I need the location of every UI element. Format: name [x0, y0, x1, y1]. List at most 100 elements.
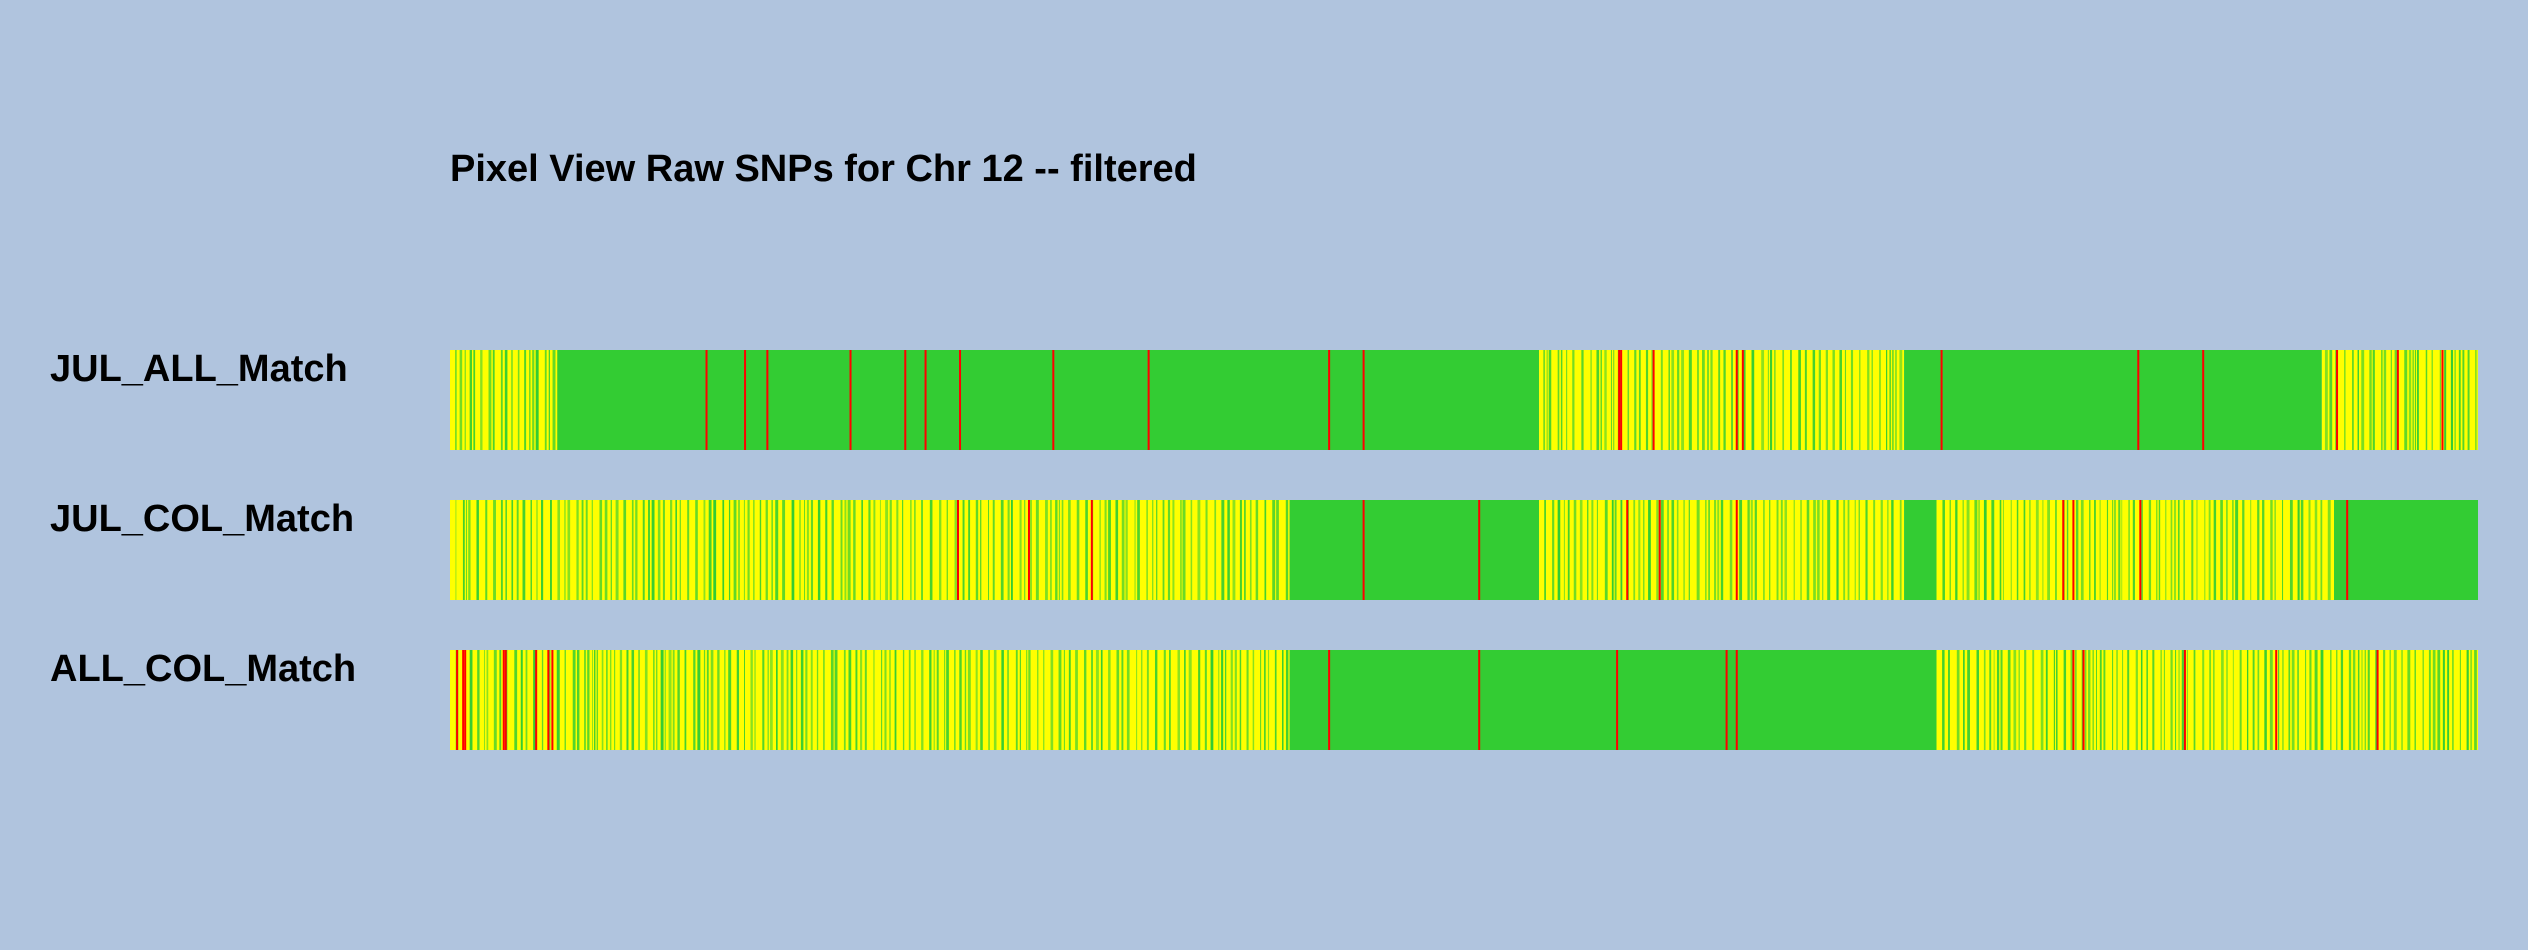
match-stripe — [744, 650, 745, 750]
match-stripe — [1642, 500, 1645, 600]
match-stripe — [992, 500, 995, 600]
match-stripe — [2053, 650, 2055, 750]
mismatch-mark — [1735, 650, 1738, 750]
match-stripe — [1244, 500, 1246, 600]
match-stripe — [2308, 500, 2311, 600]
match-stripe — [2282, 500, 2284, 600]
match-stripe — [469, 650, 473, 750]
match-stripe — [1035, 500, 1039, 600]
match-stripe — [2314, 500, 2318, 600]
match-stripe — [488, 350, 492, 450]
match-stripe — [754, 650, 756, 750]
match-stripe — [2324, 350, 2328, 450]
match-stripe — [473, 350, 476, 450]
match-stripe — [653, 650, 655, 750]
match-stripe — [1024, 500, 1026, 600]
match-stripe — [2447, 650, 2450, 750]
match-stripe — [1091, 650, 1093, 750]
match-stripe — [1050, 500, 1052, 600]
match-stripe — [1710, 350, 1713, 450]
match-stripe — [2252, 650, 2255, 750]
mismatch-mark — [2202, 350, 2205, 450]
match-stripe — [572, 650, 576, 750]
match-stripe — [1790, 350, 1792, 450]
mismatch-mark — [1090, 500, 1093, 600]
match-stripe — [2375, 650, 2378, 750]
match-stripe — [2016, 500, 2019, 600]
match-stripe — [552, 350, 556, 450]
mismatch-mark — [551, 650, 554, 750]
match-stripe — [525, 650, 528, 750]
match-stripe — [1156, 500, 1158, 600]
mixed-region — [450, 650, 1290, 750]
match-stripe — [2165, 500, 2167, 600]
match-stripe — [505, 500, 507, 600]
match-stripe — [708, 500, 712, 600]
mismatch-mark — [744, 350, 747, 450]
match-stripe — [770, 650, 773, 750]
match-stripe — [1754, 500, 1757, 600]
mismatch-mark — [1616, 650, 1619, 750]
match-stripe — [1190, 500, 1193, 600]
match-region — [1289, 650, 1937, 750]
match-stripe — [1137, 500, 1140, 600]
match-stripe — [776, 650, 778, 750]
match-stripe — [1075, 650, 1078, 750]
match-stripe — [2084, 650, 2087, 750]
match-stripe — [1633, 500, 1636, 600]
match-stripe — [1858, 500, 1860, 600]
match-stripe — [896, 500, 899, 600]
match-stripe — [2422, 650, 2424, 750]
mismatch-mark — [2336, 350, 2339, 450]
match-stripe — [2096, 650, 2097, 750]
match-stripe — [2352, 350, 2354, 450]
match-region — [1289, 500, 1540, 600]
match-stripe — [522, 500, 526, 600]
match-stripe — [1028, 650, 1031, 750]
match-stripe — [2122, 650, 2124, 750]
match-stripe — [2047, 500, 2050, 600]
mismatch-mark — [2376, 650, 2379, 750]
match-stripe — [1677, 350, 1680, 450]
match-stripe — [464, 350, 466, 450]
match-stripe — [1683, 500, 1685, 600]
match-stripe — [1546, 350, 1548, 450]
match-stripe — [2393, 650, 2397, 750]
mismatch-mark — [1626, 500, 1629, 600]
match-stripe — [1660, 500, 1664, 600]
match-stripe — [1967, 650, 1970, 750]
match-stripe — [1141, 650, 1143, 750]
match-stripe — [1567, 500, 1570, 600]
mixed-region — [450, 350, 558, 450]
mismatch-mark — [924, 350, 927, 450]
match-stripe — [1221, 650, 1224, 750]
match-stripe — [483, 650, 485, 750]
match-stripe — [713, 500, 717, 600]
match-stripe — [672, 650, 675, 750]
match-stripe — [1108, 650, 1111, 750]
match-stripe — [743, 500, 745, 600]
match-stripe — [1188, 650, 1192, 750]
match-stripe — [765, 500, 768, 600]
match-stripe — [493, 500, 496, 600]
match-stripe — [1974, 500, 1978, 600]
match-stripe — [576, 500, 579, 600]
match-stripe — [1272, 500, 1276, 600]
match-stripe — [2135, 650, 2138, 750]
match-stripe — [644, 650, 648, 750]
match-stripe — [2232, 650, 2234, 750]
match-stripe — [599, 500, 603, 600]
match-stripe — [2414, 650, 2417, 750]
mismatch-mark — [1328, 650, 1331, 750]
match-stripe — [1899, 350, 1903, 450]
match-stripe — [1548, 350, 1552, 450]
mismatch-mark — [1620, 350, 1623, 450]
match-stripe — [1708, 500, 1710, 600]
mismatch-mark — [705, 350, 708, 450]
match-stripe — [2458, 350, 2461, 450]
match-stripe — [2242, 500, 2245, 600]
match-stripe — [1844, 350, 1847, 450]
match-region — [2334, 500, 2478, 600]
match-stripe — [840, 500, 843, 600]
